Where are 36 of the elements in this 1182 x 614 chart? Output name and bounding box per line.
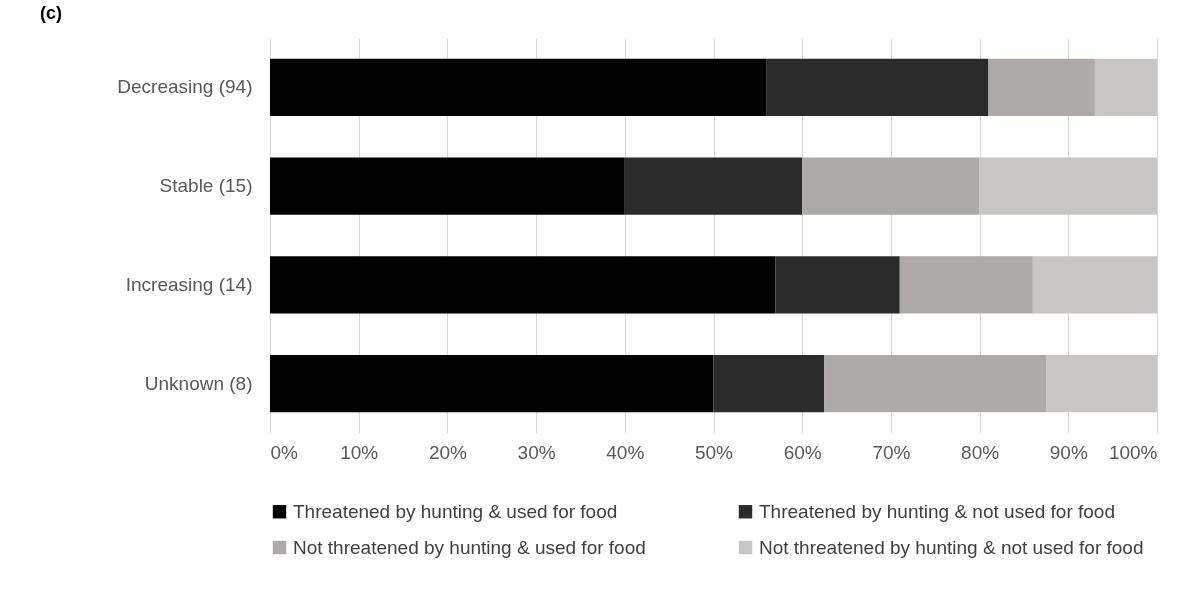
x-tick-label: 20% — [428, 441, 468, 463]
x-tick-label: 90% — [1049, 441, 1088, 463]
bar — [824, 354, 1047, 413]
bar — [766, 58, 989, 117]
bar — [1046, 354, 1157, 413]
legend-label: Threatened by hunting & used for food — [293, 500, 618, 522]
bar — [624, 157, 803, 215]
x-tick-label: 10% — [340, 441, 379, 463]
y-tick-label: Unknown (8) — [144, 372, 253, 394]
bar — [713, 354, 825, 413]
bar — [270, 256, 776, 314]
x-tick-label: 100% — [1108, 441, 1158, 463]
y-tick-label: Decreasing (94) — [117, 76, 253, 98]
bar — [1032, 256, 1157, 314]
x-tick-label: 80% — [961, 441, 1000, 463]
x-tick-label: 0% — [270, 441, 299, 463]
bar — [899, 256, 1033, 314]
legend-label: Not threatened by hunting & not used for food — [759, 536, 1144, 558]
y-tick-label: Increasing (14) — [125, 273, 253, 295]
bar — [270, 354, 714, 413]
bar — [979, 157, 1157, 215]
legend-label: Not threatened by hunting & used for food — [293, 536, 646, 558]
x-tick-label: 30% — [517, 441, 556, 463]
x-tick-label: 50% — [694, 441, 734, 463]
legend-label: Threatened by hunting & not used for food — [759, 500, 1115, 522]
bar — [1094, 58, 1157, 117]
x-tick-label: 40% — [606, 441, 645, 463]
bar — [802, 157, 980, 215]
bar — [270, 157, 625, 215]
x-tick-label: 70% — [872, 441, 911, 463]
bar — [775, 256, 900, 314]
y-tick-label: Stable (15) — [159, 175, 253, 197]
bar — [270, 58, 767, 117]
x-tick-label: 60% — [783, 441, 822, 463]
bar — [988, 58, 1095, 117]
text: (c) — [40, 3, 62, 23]
